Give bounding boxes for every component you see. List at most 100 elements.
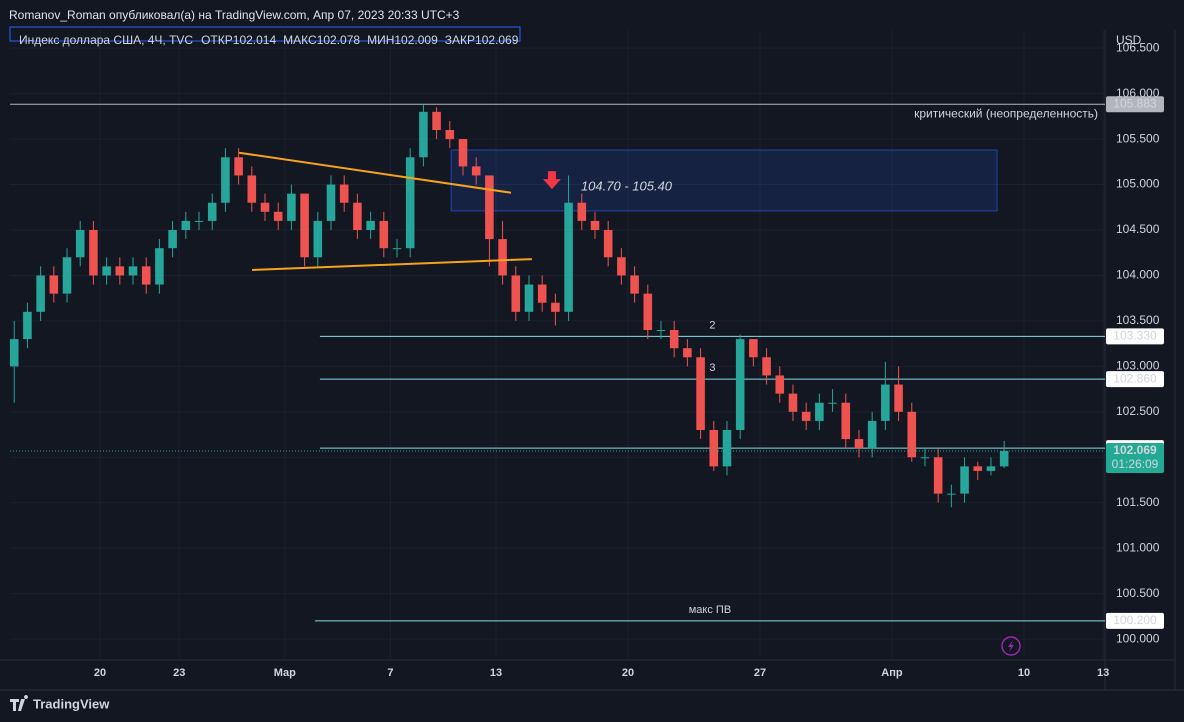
candle-body <box>735 339 745 430</box>
candle-body <box>168 230 177 249</box>
level-note: 3 <box>709 362 715 374</box>
candle-body <box>128 266 138 276</box>
candle-body <box>141 266 151 285</box>
candle-body <box>405 157 415 249</box>
candle-body <box>920 457 930 459</box>
candle-body <box>498 239 507 276</box>
candle-body <box>89 230 98 276</box>
candle-body <box>36 275 45 312</box>
candle-body <box>155 248 164 285</box>
footer-logo <box>10 695 29 711</box>
y-tick-label: 104.500 <box>1116 222 1160 236</box>
candle-body <box>854 439 864 449</box>
legend-item-label: ЗАКР <box>445 33 475 47</box>
candle-body <box>445 130 455 140</box>
legend-item-value: 102.014 <box>233 33 277 47</box>
candle-body <box>815 402 824 421</box>
candle-body <box>194 220 204 222</box>
candle-body <box>933 457 943 494</box>
y-tick-label: 104.000 <box>1116 268 1160 282</box>
candle-body <box>458 139 468 167</box>
legend-item-value: 102.009 <box>394 33 438 47</box>
candle-body <box>75 230 85 258</box>
candle-body <box>23 311 32 340</box>
candle-body <box>353 202 362 230</box>
currency: USD <box>1116 33 1142 47</box>
candle-body <box>247 175 257 203</box>
candle-body <box>841 402 851 440</box>
footer-text: TradingView <box>33 696 110 711</box>
candle-body <box>326 184 336 221</box>
candle-body <box>273 211 283 221</box>
candle-body <box>313 220 323 258</box>
legend-item-value: 102.078 <box>317 33 361 47</box>
header: Romanov_Roman опубликовал(а) на TradingV… <box>9 8 460 22</box>
y-tick-label: 106.500 <box>1116 40 1160 54</box>
candle-body <box>392 248 402 250</box>
candle-body <box>709 430 719 467</box>
plot-bg <box>10 30 1105 660</box>
candle-body <box>432 111 441 130</box>
candle-body <box>62 257 72 294</box>
level-note: 2 <box>709 319 715 331</box>
candle-body <box>630 275 639 294</box>
candle-body <box>801 411 811 421</box>
trendline <box>252 258 532 271</box>
candle-body <box>524 284 534 312</box>
candle-body <box>973 466 983 471</box>
legend-item-label: ОТКР <box>201 33 233 47</box>
candle-body <box>986 466 996 471</box>
legend-name: Индекс доллара США, 4Ч, TVC <box>19 33 193 47</box>
candle-body <box>419 111 428 158</box>
candle-body <box>656 330 666 331</box>
x-tick-label: 7 <box>387 667 393 679</box>
candle-body <box>537 284 547 303</box>
level-note: макс ПВ <box>689 604 731 616</box>
arrow <box>542 171 561 190</box>
candle-body <box>115 266 125 276</box>
candles-layer <box>9 104 1009 508</box>
level-price-label: 100.200 <box>1113 613 1157 627</box>
candle-body <box>960 466 969 494</box>
candle-body <box>181 220 191 230</box>
y-tick-label: 102.500 <box>1116 404 1160 418</box>
candle-body <box>881 384 890 421</box>
candle-body <box>669 330 679 349</box>
x-tick-label: 23 <box>173 667 185 679</box>
level-note: критический (неопределенность) <box>914 106 1098 120</box>
legend-box <box>9 26 521 42</box>
candle-body <box>511 275 521 312</box>
level-price-label: 103.330 <box>1113 329 1157 343</box>
candle-body <box>551 302 560 312</box>
candle-body <box>894 384 903 412</box>
candle-body <box>683 348 692 358</box>
level-price-box <box>1106 612 1164 629</box>
countdown: 01:26:09 <box>1112 457 1159 471</box>
candle-body <box>221 157 230 203</box>
candle-body <box>485 175 494 240</box>
candle-body <box>722 430 732 467</box>
x-tick-label: Мар <box>274 667 296 679</box>
candle-body <box>300 193 309 258</box>
y-tick-label: 100.000 <box>1116 631 1160 645</box>
candle-body <box>696 357 705 430</box>
candle-body <box>207 202 217 221</box>
x-tick-label: 13 <box>490 667 502 679</box>
candle-body <box>603 230 613 258</box>
trendline <box>238 151 512 194</box>
candle-body <box>366 220 375 230</box>
candle-body <box>379 220 389 249</box>
x-tick-label: Апр <box>881 667 903 679</box>
candle-body <box>775 375 785 394</box>
candle-body <box>788 393 798 412</box>
candle-body <box>762 357 771 376</box>
candle-body <box>260 202 270 212</box>
legend-item-value: 102.069 <box>475 33 519 47</box>
candle-body <box>590 220 600 230</box>
candle-body <box>617 257 626 276</box>
candle-body <box>102 266 111 276</box>
y-tick-label: 105.000 <box>1116 177 1160 191</box>
candle-body <box>339 184 349 203</box>
